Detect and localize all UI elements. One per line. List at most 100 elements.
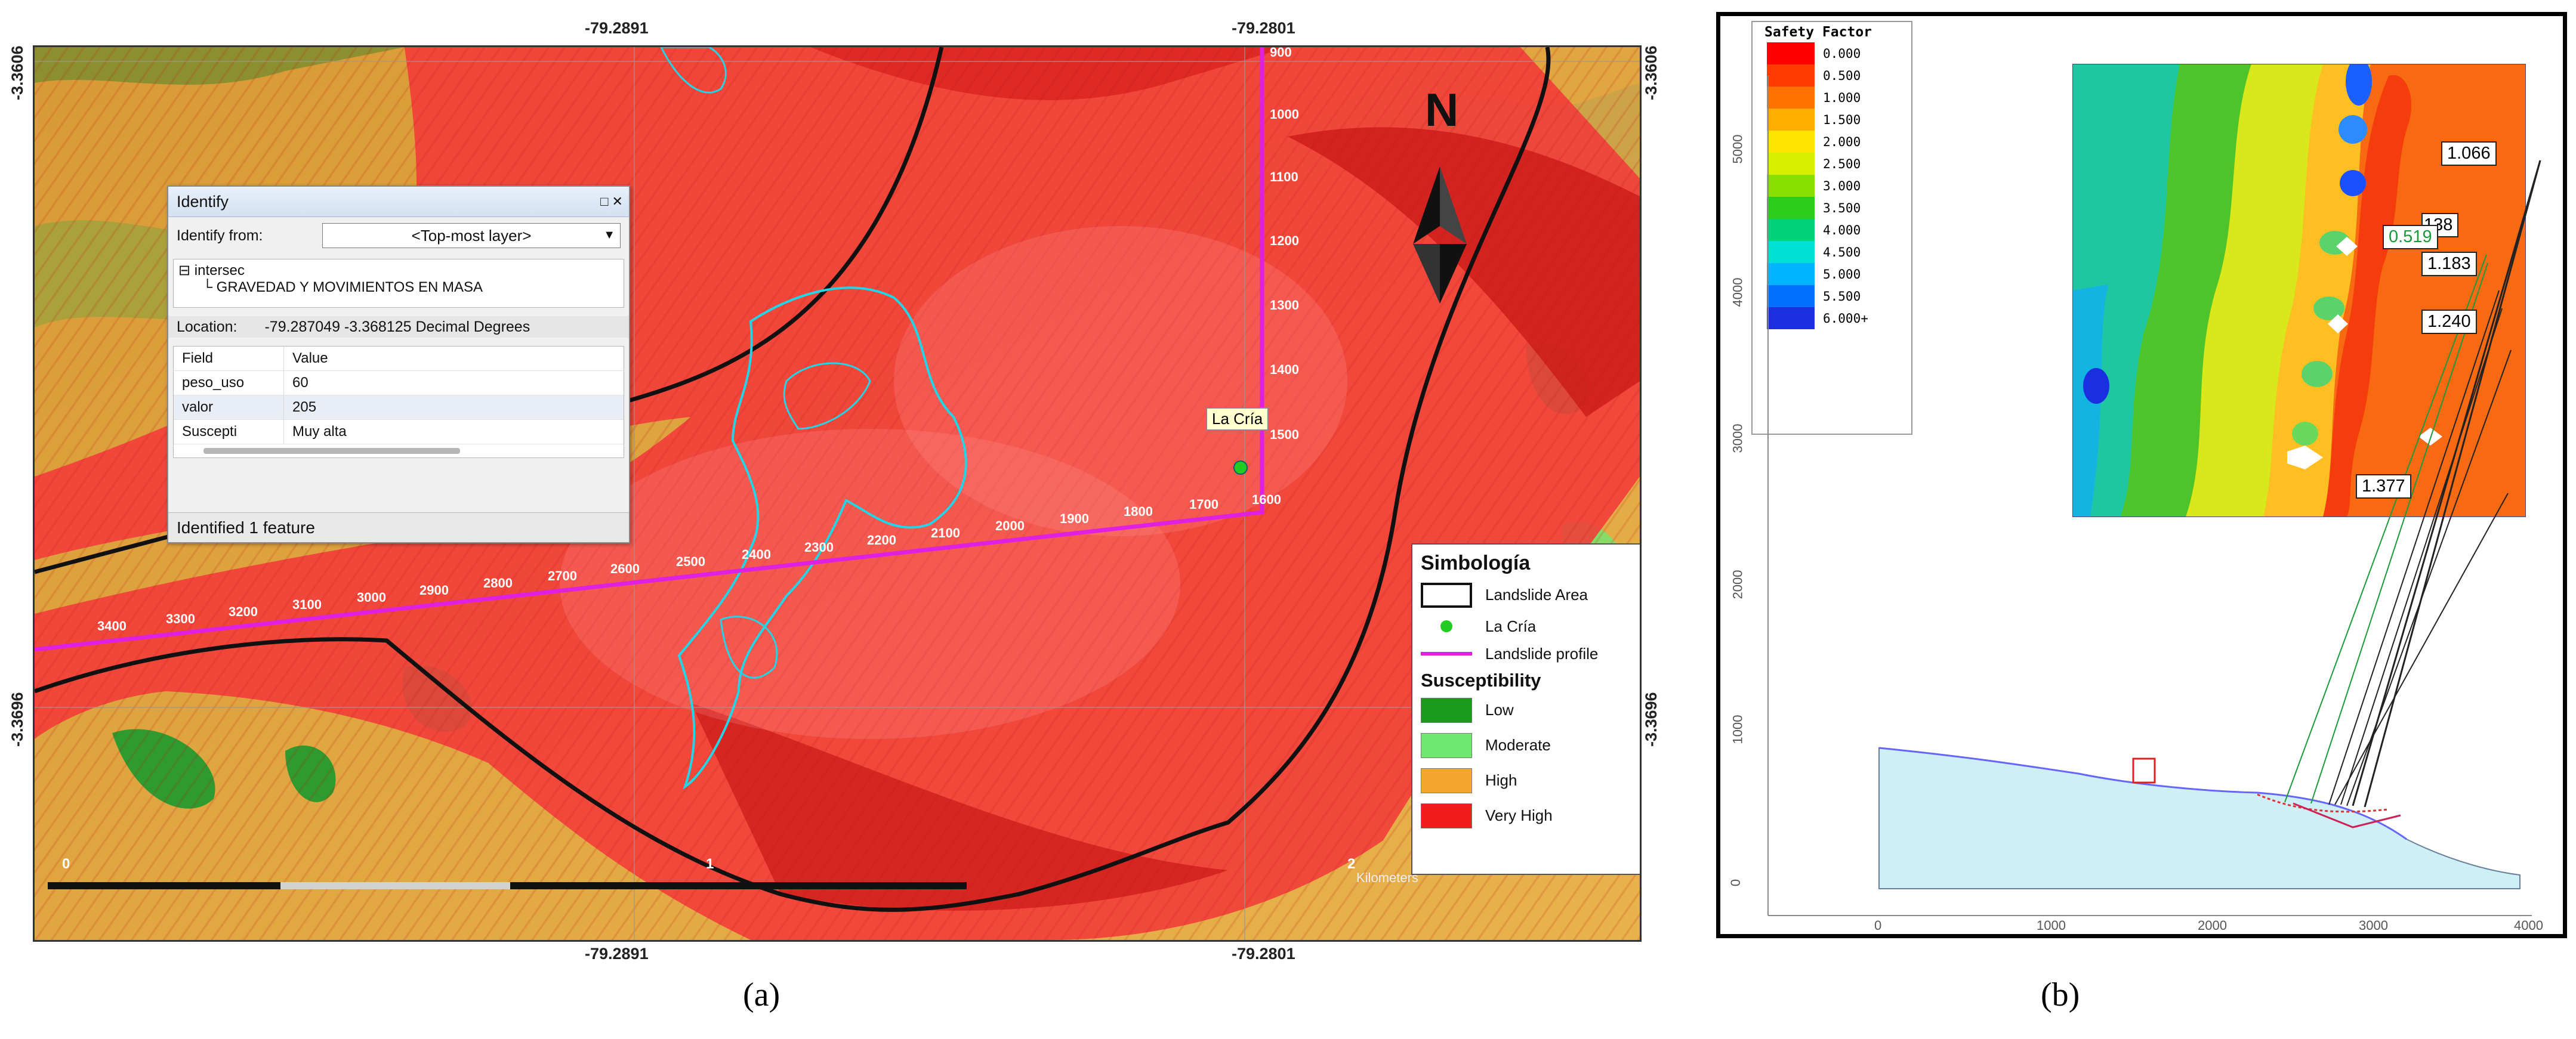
safety-factor-contour-inset [2072,64,2526,517]
sf-label: 3.000 [1823,178,1861,193]
horizontal-scrollbar[interactable] [174,444,624,457]
identify-from-value: <Top-most layer> [411,226,532,245]
legend-item: Low [1412,692,1640,728]
tree-feature-row[interactable]: └ GRAVEDAD Y MOVIMIENTOS EN MASA [202,279,483,295]
sf-legend-row: 6.000+ [1753,307,1911,329]
profile-tick: 3200 [229,604,258,619]
table-header: Field Value [174,347,624,371]
window-buttons[interactable]: □ ✕ [600,194,623,209]
legend-title: Simbología [1421,552,1531,574]
results-tree[interactable]: ⊟ intersec └ GRAVEDAD Y MOVIMIENTOS EN M… [173,259,624,308]
field-name: valor [174,395,284,419]
identify-titlebar[interactable]: Identify □ ✕ [168,187,629,217]
sf-label: 3.500 [1823,200,1861,215]
sf-label: 0.000 [1823,46,1861,61]
scalebar-unit: Kilometers [1356,870,1418,885]
chevron-down-icon: ▼ [603,228,615,242]
profile-tick: 2100 [931,525,960,540]
scalebar-label: 1 [706,856,714,872]
table-row: valor 205 [174,395,624,420]
x-tick: 3000 [2359,918,2388,933]
identify-title: Identify [177,192,229,211]
sf-swatch [1767,219,1815,241]
legend-label: High [1485,771,1517,789]
factor-label: 1.183 [2421,252,2477,276]
coord-right-bottom: -3.3696 [1642,692,1660,747]
scroll-thumb[interactable] [203,448,460,454]
profile-tick: 2700 [548,568,577,583]
sf-swatch [1767,109,1815,131]
slope-profile-plot [1767,76,2541,916]
profile-tick: 900 [1270,45,1292,60]
sf-swatch [1767,197,1815,219]
map-legend: Simbología Landslide Area La Cría Landsl… [1411,543,1640,875]
y-tick: 3000 [1730,423,1745,453]
profile-tick: 2600 [610,561,640,576]
caption-a: (a) [743,976,780,1014]
sf-legend-row: 4.500 [1753,241,1911,263]
x-tick: 2000 [2198,918,2227,933]
profile-tick: 1000 [1270,107,1299,122]
profile-tick: 1300 [1270,298,1299,313]
scalebar-label: 2 [1347,856,1356,872]
header-field: Field [174,347,284,370]
moderate-swatch [1421,732,1472,758]
y-tick: 5000 [1730,134,1745,164]
profile-tick: 1100 [1270,169,1298,184]
low-swatch [1421,697,1472,723]
coord-bottom-right: -79.2801 [1232,945,1295,963]
sf-label: 4.000 [1823,222,1861,237]
sf-swatch [1767,153,1815,175]
susceptibility-title: Susceptibility [1421,670,1541,691]
x-tick: 0 [1874,918,1882,933]
legend-item: High [1412,763,1640,798]
table-row: Suscepti Muy alta [174,420,624,444]
field-name: Suscepti [174,420,284,444]
legend-label: Landslide profile [1485,644,1599,663]
sf-label: 4.500 [1823,245,1861,259]
sf-label: 1.000 [1823,90,1861,105]
sf-legend-row: 1.500 [1753,109,1911,131]
legend-label: La Cría [1485,617,1537,635]
tree-layer: intersec [194,262,245,279]
sf-swatch [1767,175,1815,197]
profile-tick: 2300 [804,540,834,555]
coord-right-top: -3.3606 [1642,45,1660,100]
profile-tick: 1400 [1270,362,1299,377]
collapse-icon[interactable]: ⊟ [178,262,195,279]
factor-label: 0.519 [2383,225,2438,249]
sf-label: 5.000 [1823,267,1861,282]
landslide-area-swatch [1421,582,1472,608]
coord-top-left: -79.2891 [585,19,649,37]
location-value: -79.287049 -3.368125 Decimal Degrees [264,318,530,335]
coord-left-top: -3.3606 [8,45,26,100]
sf-swatch [1767,241,1815,263]
tree-layer-row[interactable]: ⊟ intersec [178,262,619,279]
profile-tick: 2400 [742,547,771,562]
slope-stability-panel: Safety Factor 0.000 0.500 1.000 1.500 2.000 2… [1716,12,2567,938]
identify-window[interactable]: Identify □ ✕ Identify from: <Top-most la… [167,185,630,543]
identify-from-select[interactable]: <Top-most layer> ▼ [322,223,621,248]
tree-feature: GRAVEDAD Y MOVIMIENTOS EN MASA [216,279,483,295]
legend-item: La Cría [1412,613,1640,640]
line-swatch [1421,641,1472,666]
sf-swatch [1767,285,1815,307]
legend-label: Very High [1485,806,1553,824]
profile-tick: 1900 [1060,511,1089,526]
profile-tick: 2800 [483,576,513,590]
legend-item: Moderate [1412,728,1640,763]
sf-swatch [1767,307,1815,329]
location-label: Location: [177,318,237,335]
sf-legend-row: 0.500 [1753,64,1911,86]
caption-a-text: (a) [743,976,780,1013]
x-tick: 1000 [2037,918,2066,933]
field-value: Muy alta [292,423,347,440]
profile-tick: 3100 [292,597,322,612]
profile-tick: 1600 [1252,492,1281,507]
field-value: 205 [292,399,317,415]
profile-tick: 3400 [97,619,127,633]
coord-top-right: -79.2801 [1232,19,1295,37]
legend-item: Landslide profile [1412,640,1640,667]
map-panel[interactable]: N La Cría 900 1000 1100 1200 1300 1400 1… [33,45,1642,942]
sf-legend-row: 4.000 [1753,219,1911,241]
